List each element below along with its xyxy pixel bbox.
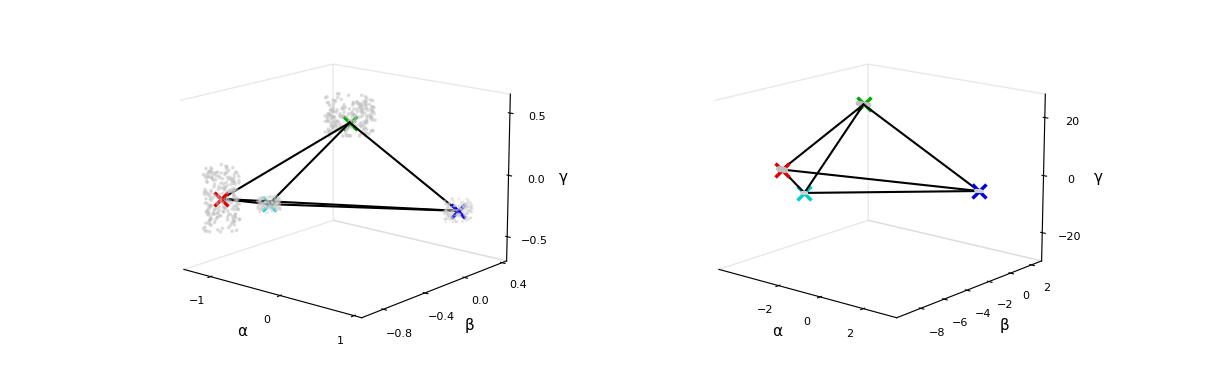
X-axis label: α: α xyxy=(238,325,247,340)
X-axis label: α: α xyxy=(772,325,782,340)
Y-axis label: β: β xyxy=(1000,318,1010,333)
Y-axis label: β: β xyxy=(465,318,475,333)
